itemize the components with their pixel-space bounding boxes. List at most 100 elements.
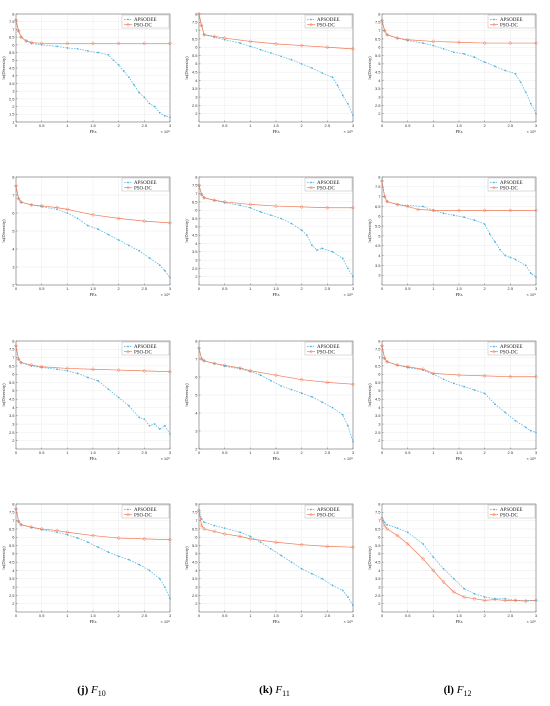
data-point: [65, 207, 70, 212]
y-tick-label: 6: [195, 45, 198, 50]
y-tick-label: 4: [378, 405, 381, 410]
data-point: [431, 39, 436, 44]
legend-label: APSODEE: [500, 181, 523, 186]
x-axis-label: FEs: [272, 129, 279, 134]
data-point: [508, 41, 513, 46]
legend-box: [121, 341, 170, 356]
y-tick-label: 7: [195, 518, 198, 523]
data-point: [199, 523, 204, 528]
y-tick-label: 5: [195, 392, 198, 397]
x-tick-label: 1: [249, 450, 252, 455]
x-axis-label: FEs: [89, 456, 96, 461]
legend-marker: [493, 508, 495, 511]
data-point: [352, 440, 354, 443]
legend-label: APSODEE: [500, 18, 523, 23]
x-tick-label: 0.5: [39, 450, 45, 455]
y-tick-label: 3.5: [192, 86, 198, 91]
data-point: [97, 546, 100, 549]
data-point: [341, 257, 344, 260]
data-point: [382, 356, 387, 361]
data-point: [386, 523, 389, 526]
subplot-caption: (k) F11: [183, 684, 366, 698]
legend-label: PSO-DC: [134, 23, 152, 28]
subplot-k: 0 0.5 1 1.5 2 2.5 3 2 2.5 3 3.5 4 4.5 5 5.5 6 6.5 7 7.5 8 × …: [183, 490, 366, 706]
x-tick-label: 2.5: [325, 613, 331, 618]
chart-svg: 0 0.5 1 1.5 2 2.5 3 2 3 4 5 6 7 8 × 10⁵ FEs ln(Diversity…: [184, 338, 356, 461]
y-tick-label: 2: [12, 282, 15, 287]
legend-box: [121, 177, 170, 192]
y-tick-label: 4.5: [375, 397, 381, 402]
data-point: [331, 584, 334, 587]
data-point: [535, 431, 537, 434]
data-point: [56, 368, 58, 371]
x-exponent: × 10⁵: [160, 292, 170, 297]
y-axis-label: ln(Diversity): [184, 56, 189, 80]
data-point: [222, 363, 227, 368]
data-point: [452, 214, 455, 217]
grid: [381, 503, 537, 612]
x-tick-label: 0: [381, 450, 384, 455]
y-tick-label: 6: [12, 535, 15, 540]
data-point: [533, 374, 539, 379]
data-point: [90, 41, 96, 46]
data-point: [385, 199, 390, 204]
caption-subscript: 10: [97, 689, 106, 699]
series-pso-dc: [196, 11, 356, 51]
x-tick-label: 2: [301, 613, 304, 618]
data-point: [65, 366, 70, 371]
data-point: [222, 36, 227, 41]
x-tick-label: 3: [169, 450, 172, 455]
data-point: [133, 84, 135, 86]
x-tick-label: 2: [484, 450, 487, 455]
x-tick-label: 3: [352, 123, 355, 128]
data-point: [299, 43, 304, 48]
data-point: [248, 536, 253, 541]
x-tick-label: 2: [484, 286, 487, 291]
x-exponent: × 10⁵: [160, 456, 170, 461]
data-point: [148, 102, 151, 105]
data-point: [514, 258, 517, 261]
data-point: [395, 202, 400, 207]
data-point: [16, 28, 21, 34]
data-point: [405, 37, 410, 42]
data-point: [158, 577, 161, 580]
data-point: [16, 519, 21, 524]
data-point: [117, 64, 120, 66]
series-line: [381, 518, 537, 602]
data-point: [462, 594, 467, 600]
data-point: [482, 598, 487, 603]
y-tick-label: 2.5: [375, 593, 381, 598]
y-tick-label: 2.5: [375, 103, 381, 108]
x-tick-label: 3: [352, 450, 355, 455]
data-point: [431, 371, 436, 376]
y-tick-label: 2: [12, 438, 15, 443]
data-point: [432, 556, 435, 559]
y-tick-label: 4: [378, 78, 381, 83]
data-point: [422, 42, 424, 44]
legend-marker: [310, 345, 312, 348]
data-point: [198, 509, 200, 512]
data-point: [385, 359, 390, 364]
data-point: [442, 567, 445, 570]
data-point: [519, 81, 522, 84]
data-point: [66, 370, 69, 372]
x-tick-label: 3: [169, 286, 172, 291]
y-tick-label: 7: [378, 28, 381, 33]
data-point: [248, 39, 253, 44]
data-point: [311, 572, 313, 575]
x-tick-label: 0: [198, 450, 201, 455]
data-point: [97, 228, 100, 231]
y-tick-label: 7.5: [192, 20, 198, 25]
data-point: [346, 424, 349, 427]
data-point: [311, 395, 313, 398]
y-tick-label: 3.5: [375, 576, 381, 581]
data-point: [202, 358, 207, 363]
chart-svg: 0 0.5 1 1.5 2 2.5 3 2 2.5 3 3.5 4 4.5 5 5.5 6 6.5 7 7.5 8 × …: [184, 174, 356, 297]
series-line: [381, 180, 537, 278]
legend-box: [487, 14, 536, 29]
data-point: [269, 547, 272, 550]
x-exponent: × 10⁵: [160, 129, 170, 134]
data-point: [529, 102, 532, 105]
y-tick-label: 6: [12, 210, 15, 215]
